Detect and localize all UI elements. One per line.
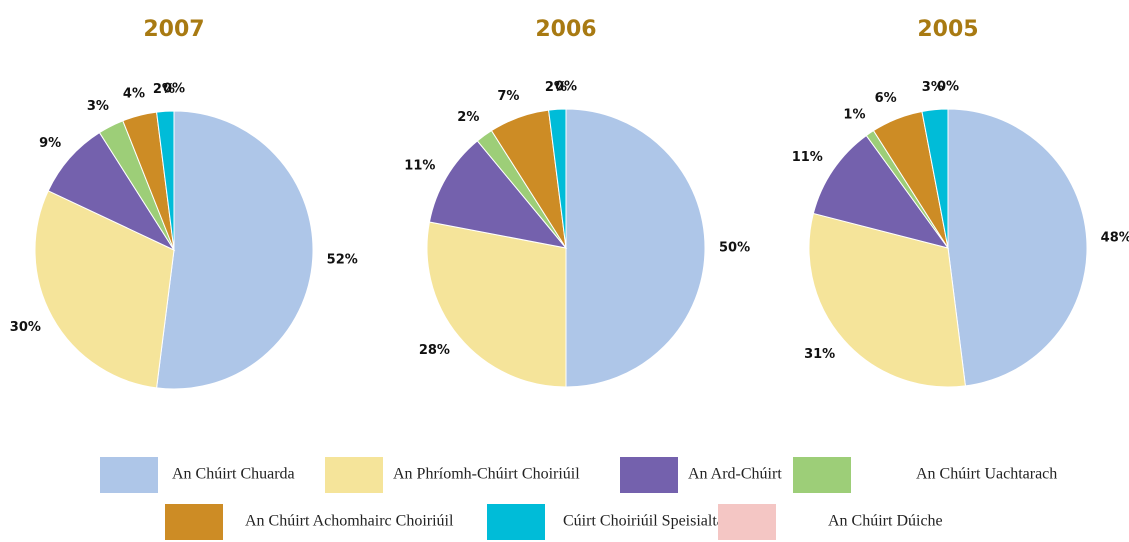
legend-swatch	[793, 457, 851, 493]
legend-label: Cúirt Choiriúil Speisialta	[563, 513, 724, 530]
value-label: 11%	[404, 159, 435, 174]
pie-slice	[34, 190, 175, 389]
value-label: 1%	[843, 107, 865, 122]
value-label: 7%	[497, 89, 519, 104]
value-label: 48%	[1101, 230, 1129, 245]
pie-slice	[947, 108, 1088, 387]
legend-swatch	[100, 457, 158, 493]
value-label: 50%	[719, 241, 750, 256]
value-label: 3%	[922, 80, 944, 95]
legend-swatch	[487, 504, 545, 540]
value-label: 4%	[123, 87, 145, 102]
legend-label: An Phríomh-Chúirt Choiriúil	[393, 466, 580, 483]
legend-label: An Chúirt Chuarda	[172, 466, 295, 483]
value-label: 2%	[545, 80, 567, 95]
value-label: 9%	[39, 136, 61, 151]
value-label: 2%	[153, 82, 175, 97]
legend-swatch	[165, 504, 223, 540]
value-label: 28%	[419, 343, 450, 358]
legend-label: An Ard-Chúirt	[688, 466, 782, 483]
legend-swatch	[718, 504, 776, 540]
value-label: 3%	[87, 99, 109, 114]
value-label: 0%	[937, 80, 959, 95]
legend-swatch	[620, 457, 678, 493]
value-label: 0%	[163, 82, 185, 97]
value-label: 52%	[327, 253, 358, 268]
pie-slice	[565, 108, 706, 388]
pie-slice	[47, 131, 176, 252]
legend-label: An Chúirt Dúiche	[828, 513, 943, 530]
value-label: 6%	[875, 91, 897, 106]
value-label: 0%	[555, 80, 577, 95]
value-label: 2%	[457, 110, 479, 125]
value-label: 31%	[804, 347, 835, 362]
pie-title: 2007	[143, 17, 204, 42]
pie-slice	[428, 140, 568, 249]
value-label: 30%	[10, 320, 41, 335]
legend-label: An Chúirt Achomhairc Choiriúil	[245, 513, 454, 530]
legend-label: An Chúirt Uachtarach	[916, 466, 1057, 483]
pie-slice	[426, 221, 567, 388]
pie-slice	[156, 110, 314, 390]
pie-title: 2005	[917, 17, 978, 42]
pie-title: 2006	[535, 17, 596, 42]
value-label: 11%	[792, 150, 823, 165]
pie-slice	[812, 134, 950, 249]
pie-slice	[808, 212, 966, 388]
legend-swatch	[325, 457, 383, 493]
